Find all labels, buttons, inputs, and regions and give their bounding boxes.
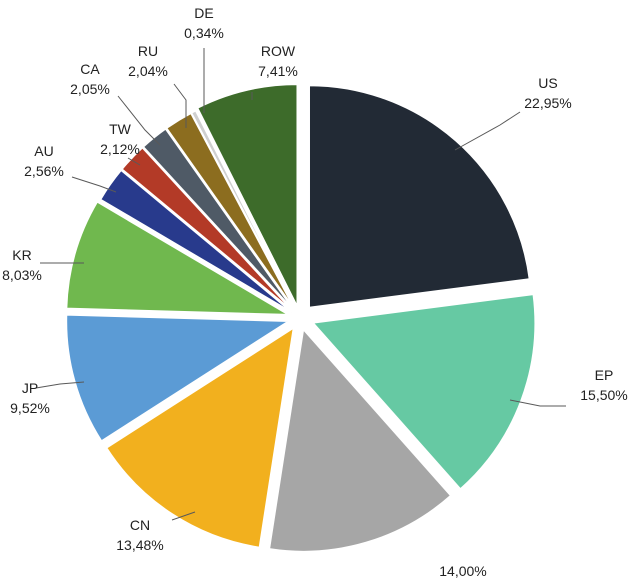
leader-line-tw [127, 157, 141, 166]
slice-value-us: 22,95% [524, 95, 571, 111]
pie-slice-jp [65, 314, 291, 443]
slice-value-au: 2,56% [24, 163, 64, 179]
slice-label-tw: TW [109, 121, 132, 137]
pie-slice-unlabeled [268, 327, 452, 553]
slice-value-row: 7,41% [258, 63, 298, 79]
slice-value-unlabeled: 14,00% [439, 563, 486, 579]
slice-value-ru: 2,04% [128, 63, 168, 79]
slice-value-ep: 15,50% [580, 387, 627, 403]
pie-slice-de [190, 109, 297, 310]
leader-line-ru [173, 83, 187, 128]
slice-labels: US 22,95% EP 15,50% 14,00% CN 13,48% JP 9,52% KR 8… [2, 5, 628, 579]
leader-line-ep [509, 399, 566, 407]
slice-label-ca: CA [80, 61, 100, 77]
pie-slice-ca [142, 127, 295, 311]
pie-slice-au [99, 169, 293, 313]
leader-lines [35, 48, 566, 521]
leader-line-au [71, 176, 117, 193]
slice-label-au: AU [34, 143, 53, 159]
leader-line-jp [35, 381, 85, 389]
slice-value-tw: 2,12% [100, 141, 140, 157]
pie-slice-kr [65, 200, 289, 316]
pie-slices [65, 83, 536, 553]
slice-label-cn: CN [130, 517, 150, 533]
slice-label-jp: JP [22, 380, 38, 396]
pie-slice-tw [120, 146, 294, 312]
slice-value-cn: 13,48% [116, 537, 163, 553]
slice-label-kr: KR [12, 247, 31, 263]
slice-value-de: 0,34% [184, 25, 224, 41]
leader-line-us [454, 111, 521, 151]
slice-label-de: DE [194, 5, 213, 21]
pie-slice-row [196, 83, 298, 307]
slice-label-us: US [538, 75, 557, 91]
slice-value-kr: 8,03% [2, 267, 42, 283]
slice-value-jp: 9,52% [10, 400, 50, 416]
pie-slice-ep [311, 293, 536, 491]
pie-slice-ru [165, 112, 296, 310]
leader-line-cn [171, 511, 196, 521]
pie-slice-cn [105, 326, 295, 549]
slice-value-ca: 2,05% [70, 81, 110, 97]
slice-label-row: ROW [261, 43, 296, 59]
pie-slice-us [308, 84, 531, 309]
leader-line-ca [117, 95, 161, 146]
slice-label-ep: EP [595, 367, 614, 383]
slice-label-ru: RU [138, 43, 158, 59]
